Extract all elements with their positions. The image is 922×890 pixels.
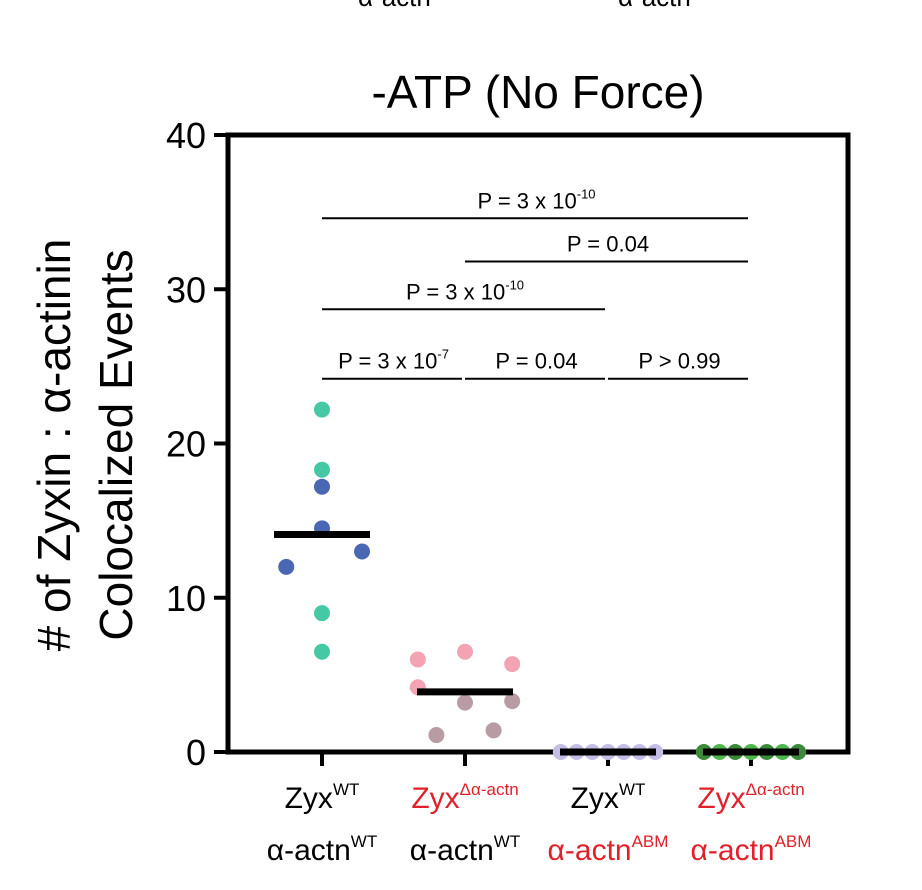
data-points <box>278 401 807 760</box>
x-label-3-top: ZyxWT <box>571 780 646 815</box>
x-axis-category-labels: ZyxWT α-actnWT ZyxΔα-actn α-actnWT ZyxWT α-ac… <box>267 780 812 867</box>
x-label-2-bottom: α-actnWT <box>410 832 520 867</box>
data-point-g1-5 <box>354 543 371 560</box>
data-point-g2-1 <box>409 651 426 668</box>
data-point-g1-7 <box>314 605 330 622</box>
data-point-g1-2 <box>314 461 330 478</box>
x-label-3-bottom: α-actnABM <box>548 832 669 867</box>
significance-annotations: P = 3 x 10-10 P = 0.04 P = 3 x 10-10 P = 3 … <box>322 186 748 380</box>
x-label-4-bottom: α-actnABM <box>691 832 812 867</box>
significance-label-3: P = 3 x 10-10 <box>406 277 524 304</box>
chart-title: -ATP (No Force) <box>371 66 704 118</box>
x-label-4-top: ZyxΔα-actn <box>697 780 804 815</box>
data-point-g2-5 <box>457 694 473 711</box>
y-tick-label-10: 10 <box>166 578 206 619</box>
y-axis-label-line-2: Colocalized Events <box>90 249 142 640</box>
significance-label-1: P = 3 x 10-10 <box>477 186 595 213</box>
data-point-g2-2 <box>457 643 473 660</box>
data-point-g2-7 <box>428 727 445 744</box>
plot-axes <box>225 132 851 766</box>
y-axis-label-line-1: # of Zyxin : α-actinin <box>28 239 80 652</box>
x-label-2-top: ZyxΔα-actn <box>411 780 518 815</box>
data-point-g1-8 <box>314 643 330 660</box>
top-cut-label-left: α-actnWT <box>358 0 454 13</box>
data-point-g2-6 <box>504 693 521 710</box>
top-cut-label-right: α-actn <box>618 0 691 13</box>
y-tick-label-40: 40 <box>166 115 206 156</box>
significance-label-4: P = 3 x 10-7 <box>338 347 449 374</box>
data-point-g2-3 <box>504 656 521 673</box>
significance-label-5: P = 0.04 <box>495 349 577 374</box>
data-point-g2-8 <box>485 722 502 739</box>
significance-label-2: P = 0.04 <box>567 231 649 256</box>
x-label-1-top: ZyxWT <box>285 780 360 815</box>
significance-label-6: P > 0.99 <box>638 349 720 374</box>
data-point-g1-6 <box>278 558 295 575</box>
y-tick-label-20: 20 <box>166 424 206 465</box>
y-axis-label: # of Zyxin : α-actinin Colocalized Event… <box>28 239 142 652</box>
y-tick-label-0: 0 <box>186 732 206 773</box>
y-tick-label-30: 30 <box>166 269 206 310</box>
data-point-g1-1 <box>314 401 330 418</box>
data-point-g1-3 <box>314 478 330 495</box>
x-label-1-bottom: α-actnWT <box>267 832 377 867</box>
y-axis-ticks: 0 10 20 30 40 <box>166 115 228 773</box>
mean-bars <box>274 531 799 756</box>
